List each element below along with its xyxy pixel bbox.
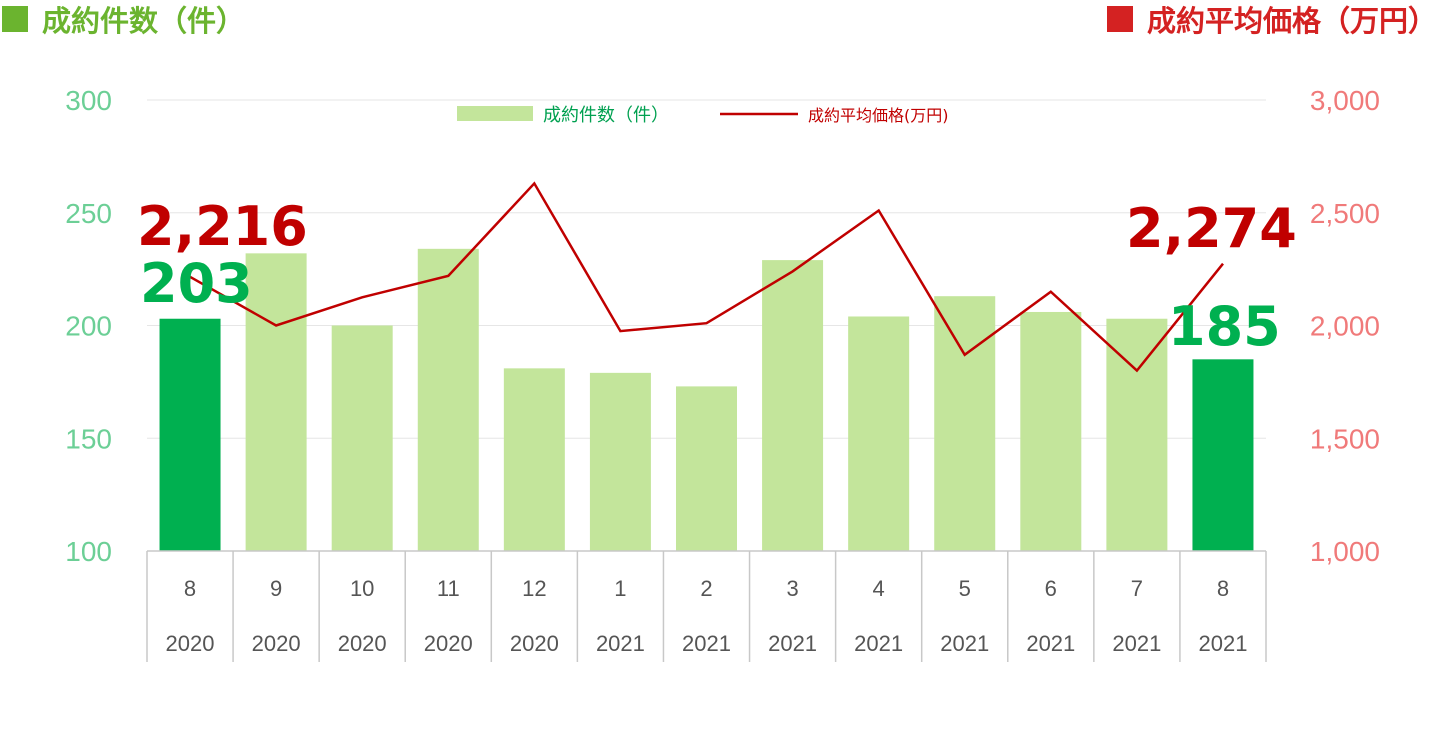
legend-bar-label: 成約件数（件） xyxy=(543,105,669,126)
bar xyxy=(848,316,910,551)
bar xyxy=(1020,311,1082,551)
category-year-label: 2021 xyxy=(596,631,645,656)
left-axis-tick-label: 250 xyxy=(65,198,112,229)
left-axis-tick-label: 100 xyxy=(65,536,112,567)
category-month-label: 11 xyxy=(437,576,460,601)
price-line xyxy=(189,181,1224,373)
last-price-callout: 2,274 xyxy=(1126,197,1297,260)
bar xyxy=(1192,359,1254,551)
category-month-label: 9 xyxy=(270,576,282,601)
bar xyxy=(934,296,996,551)
first-price-callout: 2,216 xyxy=(137,195,308,258)
category-month-label: 8 xyxy=(184,576,196,601)
category-year-label: 2021 xyxy=(682,631,731,656)
category-month-label: 4 xyxy=(873,576,885,601)
category-month-label: 10 xyxy=(350,576,374,601)
legend-bar-swatch xyxy=(457,106,533,121)
category-year-label: 2020 xyxy=(510,631,559,656)
category-year-label: 2020 xyxy=(338,631,387,656)
category-year-label: 2021 xyxy=(1112,631,1161,656)
category-month-label: 1 xyxy=(614,576,626,601)
category-year-label: 2021 xyxy=(1198,631,1247,656)
category-month-label: 2 xyxy=(700,576,712,601)
last-count-callout: 185 xyxy=(1168,295,1281,358)
right-title-marker xyxy=(1107,6,1133,32)
category-year-label: 2020 xyxy=(252,631,301,656)
bar xyxy=(676,386,737,551)
category-month-label: 8 xyxy=(1217,576,1229,601)
right-axis-tick-label: 2,500 xyxy=(1310,198,1380,229)
right-axis-tick-label: 3,000 xyxy=(1310,85,1380,116)
category-month-label: 3 xyxy=(786,576,798,601)
category-year-label: 2020 xyxy=(424,631,473,656)
category-year-label: 2020 xyxy=(166,631,215,656)
right-axis-tick-label: 1,500 xyxy=(1310,423,1380,454)
right-axis-title: 成約平均価格（万円） xyxy=(1147,4,1437,38)
category-year-label: 2021 xyxy=(1026,631,1075,656)
category-year-label: 2021 xyxy=(854,631,903,656)
bar xyxy=(417,248,479,551)
right-axis-tick-label: 1,000 xyxy=(1310,536,1380,567)
right-axis-tick-label: 2,000 xyxy=(1310,311,1380,342)
legend-line-label: 成約平均価格(万円) xyxy=(808,106,949,125)
left-title-marker xyxy=(2,6,28,32)
bar xyxy=(589,372,651,551)
left-axis-tick-label: 300 xyxy=(65,85,112,116)
category-month-label: 12 xyxy=(522,576,546,601)
category-month-label: 7 xyxy=(1131,576,1143,601)
bar xyxy=(1106,318,1168,551)
first-count-callout: 203 xyxy=(140,252,253,315)
left-axis-tick-label: 200 xyxy=(65,311,112,342)
bar xyxy=(245,253,307,551)
bar xyxy=(503,368,565,551)
category-year-label: 2021 xyxy=(940,631,989,656)
category-year-label: 2021 xyxy=(768,631,817,656)
category-month-label: 5 xyxy=(959,576,971,601)
left-axis-tick-label: 150 xyxy=(65,423,112,454)
bar xyxy=(159,318,221,551)
category-month-label: 6 xyxy=(1045,576,1057,601)
bar xyxy=(331,325,393,551)
bar xyxy=(762,260,824,551)
left-axis-title: 成約件数（件） xyxy=(42,4,245,38)
